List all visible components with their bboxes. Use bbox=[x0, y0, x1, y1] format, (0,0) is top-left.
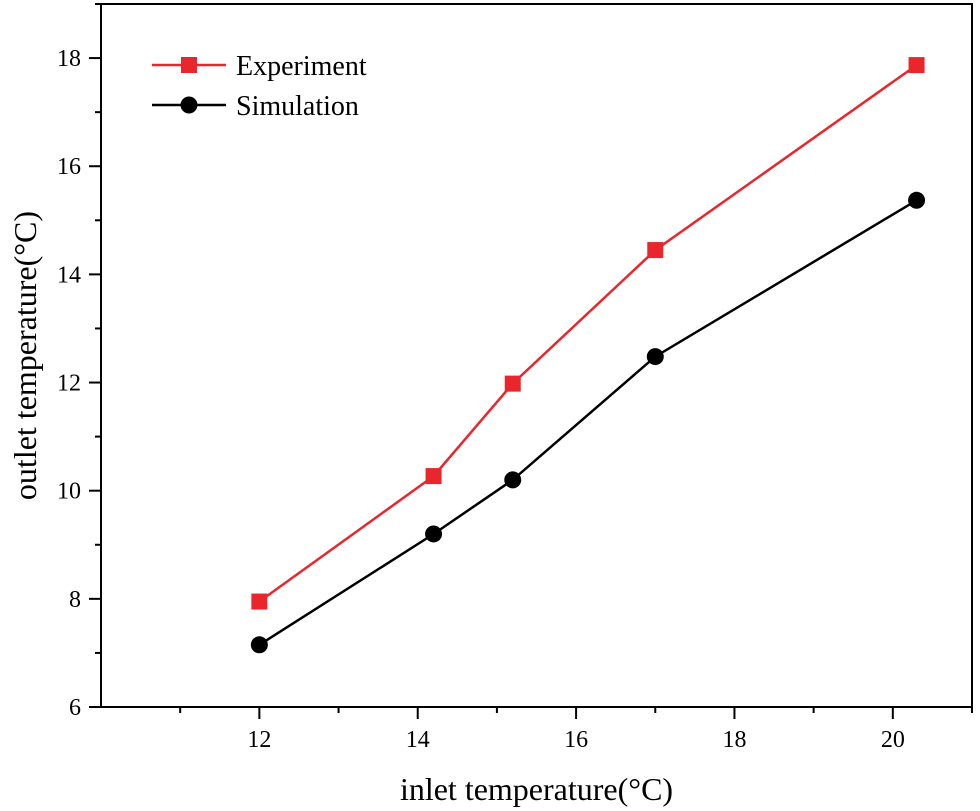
series-simulation bbox=[250, 191, 926, 654]
x-axis: 12 14 16 18 20 bbox=[179, 707, 973, 753]
simulation-point bbox=[646, 348, 664, 366]
legend-label: Experiment bbox=[236, 51, 367, 82]
simulation-point bbox=[425, 525, 443, 543]
legend-label: Simulation bbox=[236, 91, 359, 122]
legend-swatch-marker bbox=[180, 96, 198, 114]
y-tick-label: 6 bbox=[69, 695, 81, 721]
y-tick-label: 18 bbox=[57, 46, 81, 72]
simulation-point bbox=[250, 636, 268, 654]
legend-item-experiment: Experiment bbox=[152, 51, 367, 82]
simulation-point bbox=[504, 471, 522, 489]
x-tick-label: 16 bbox=[564, 727, 588, 753]
x-axis-title: inlet temperature(°C) bbox=[400, 771, 673, 807]
series-layer bbox=[250, 57, 926, 654]
y-tick-label: 10 bbox=[57, 479, 81, 505]
y-tick-label: 12 bbox=[57, 371, 81, 397]
x-tick-label: 14 bbox=[406, 727, 430, 753]
legend-swatch-marker bbox=[181, 57, 197, 73]
plot-frame bbox=[100, 3, 973, 708]
x-tick-label: 20 bbox=[881, 727, 905, 753]
experiment-point bbox=[251, 593, 268, 610]
legend-item-simulation: Simulation bbox=[152, 91, 359, 122]
x-tick-label: 12 bbox=[247, 727, 271, 753]
experiment-line bbox=[258, 64, 918, 603]
y-tick-label: 8 bbox=[69, 587, 81, 613]
y-axis: 6 8 10 12 14 16 18 bbox=[57, 3, 101, 721]
y-axis-title: outlet temperature(°C) bbox=[7, 211, 43, 500]
y-tick-label: 14 bbox=[57, 262, 81, 288]
experiment-point bbox=[425, 468, 442, 485]
plot-area bbox=[100, 3, 973, 708]
experiment-point bbox=[647, 242, 664, 259]
simulation-point bbox=[908, 191, 926, 209]
x-tick-label: 18 bbox=[722, 727, 746, 753]
series-experiment bbox=[251, 57, 925, 610]
simulation-line bbox=[258, 199, 918, 646]
experiment-point bbox=[504, 375, 521, 392]
experiment-point bbox=[908, 57, 925, 74]
legend: Experiment Simulation bbox=[152, 51, 367, 122]
y-tick-label: 16 bbox=[57, 154, 81, 180]
